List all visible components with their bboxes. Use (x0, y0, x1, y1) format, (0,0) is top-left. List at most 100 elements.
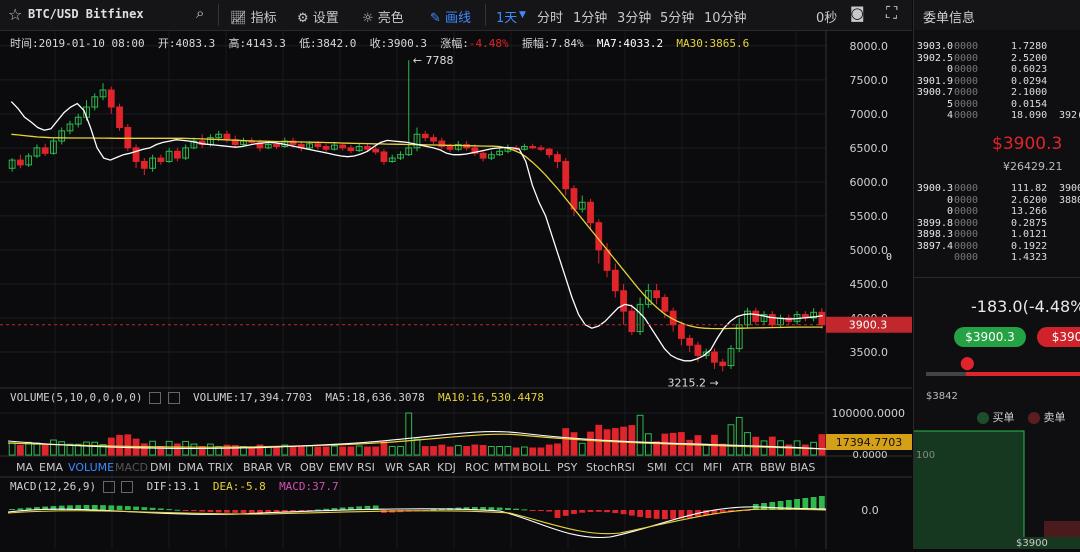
indicator-tab-mfi[interactable]: MFI (703, 461, 723, 474)
macd-histogram-bar (818, 496, 825, 510)
indicator-tab-ma[interactable]: MA (16, 461, 34, 474)
indicator-tab-boll[interactable]: BOLL (522, 461, 551, 474)
candle-body (678, 324, 685, 339)
candle-body (578, 201, 586, 210)
macd-histogram-bar (248, 510, 255, 513)
volume-bar (727, 424, 735, 456)
camera-icon[interactable]: ◙ (850, 4, 865, 22)
candle-body (430, 137, 437, 142)
sell-price-button[interactable]: $390 (1037, 327, 1080, 347)
orderbook-price-tail: 0000 (954, 194, 979, 206)
indicator-tab-bias[interactable]: BIAS (790, 461, 816, 474)
orderbook-price-tail: 0000 (954, 98, 979, 110)
candle-body (471, 147, 479, 154)
macd-histogram-bar (777, 501, 784, 510)
orderbook-price-tail: 0000 (954, 52, 979, 64)
indicator-tab-emv[interactable]: EMV (329, 461, 353, 474)
candlestick-chart[interactable]: 8000.0 7500.0 7000.0 6500.0 6000.0 5500.0 5000… (0, 31, 912, 549)
order-book-title: 委单信息 (923, 11, 976, 26)
indicator-tab-bbw[interactable]: BBW (760, 461, 786, 474)
volume-bar (91, 441, 99, 456)
indicator-tab-dma[interactable]: DMA (178, 461, 204, 474)
orderbook-amount: 2.5200 (1011, 52, 1048, 64)
candle-body (66, 123, 74, 132)
indicator-tab-roc[interactable]: ROC (465, 461, 489, 474)
candle-body (644, 290, 652, 305)
candle-body (330, 144, 338, 150)
interval-1m[interactable]: 1分钟 (573, 11, 608, 26)
indicator-tab-mtm[interactable]: MTM (494, 461, 520, 474)
price-tick-label: 6000.0 (850, 176, 889, 189)
indicator-tab-dmi[interactable]: DMI (150, 461, 172, 474)
candle-body (487, 154, 495, 159)
star-icon[interactable]: ☆ (8, 5, 23, 24)
candle-body (711, 351, 718, 363)
volume-bar (438, 444, 446, 456)
candle-body (322, 146, 330, 150)
volume-axis-bottom: 0.0000 (853, 450, 888, 461)
symbol-title[interactable]: BTC/USD Bitfinex (28, 7, 144, 21)
volume-bar (74, 443, 82, 456)
indicator-tab-stochrsi[interactable]: StochRSI (586, 461, 635, 474)
volume-bar (372, 446, 380, 456)
volume-bar (636, 414, 644, 456)
macd-settings-icon[interactable] (102, 481, 115, 493)
indicator-tab-ema[interactable]: EMA (39, 461, 63, 474)
chevron-down-icon[interactable]: ▼ (519, 10, 526, 20)
indicator-tab-trix[interactable]: TRIX (208, 461, 234, 474)
indicator-tab-sar[interactable]: SAR (408, 461, 431, 474)
macd-histogram-bar (562, 510, 569, 516)
orderbook-amount: 13.266 (1011, 206, 1048, 217)
search-icon[interactable]: ⌕ (196, 4, 205, 22)
volume-bar (248, 447, 256, 456)
candle-body (223, 133, 231, 141)
indicator-tab-rsi[interactable]: RSI (357, 461, 375, 474)
buy-price-button[interactable]: $3900.3 (954, 327, 1026, 347)
settings-small-icon[interactable] (149, 392, 162, 404)
volume-bar (735, 416, 743, 456)
indicator-tab-kdj[interactable]: KDJ (437, 461, 456, 474)
volume-bar (719, 443, 727, 456)
theme-button[interactable]: ☼ 亮色 (362, 11, 404, 26)
indicators-button[interactable]: 📈︎ 指标 (230, 11, 277, 26)
volume-bar (405, 412, 413, 456)
interval-5m[interactable]: 5分钟 (660, 11, 695, 26)
macd-histogram-bar (224, 510, 230, 513)
settings-button[interactable]: ⚙ 设置 (297, 11, 339, 26)
fullscreen-icon[interactable]: ⛶ (886, 3, 898, 22)
indicator-tab-smi[interactable]: SMI (647, 461, 667, 474)
candle-body (694, 344, 702, 356)
draw-button[interactable]: ✎ 画线 (430, 11, 472, 26)
indicator-tab-macd[interactable]: MACD (115, 461, 148, 474)
pen-icon: ✎ (430, 11, 441, 26)
indicator-tab-brar[interactable]: BRAR (243, 461, 273, 474)
orderbook-price-tail: 0000 (954, 229, 979, 240)
orderbook-amount: 0.2875 (1011, 217, 1048, 229)
orderbook-price: 3900.3 (916, 183, 953, 194)
indicator-tab-atr[interactable]: ATR (732, 461, 754, 474)
close-small-icon[interactable] (167, 392, 180, 404)
buy-dot-icon (977, 412, 989, 424)
macd-histogram-bar (703, 510, 710, 516)
chart-area[interactable]: 8000.0 7500.0 7000.0 6500.0 6000.0 5500.0 5000… (0, 31, 912, 549)
candle-body (41, 147, 49, 154)
candle-body (545, 148, 553, 156)
macd-histogram-bar (182, 510, 189, 511)
macd-close-icon[interactable] (121, 481, 134, 493)
interval-1d[interactable]: 1天 (496, 11, 518, 26)
interval-10m[interactable]: 10分钟 (704, 11, 747, 26)
indicator-tab-wr[interactable]: WR (385, 461, 404, 474)
info-low: 低:3842.0 (299, 37, 357, 50)
macd-histogram-bar (488, 507, 495, 510)
indicator-tab-volume[interactable]: VOLUME (68, 461, 115, 474)
indicator-tab-obv[interactable]: OBV (300, 461, 324, 474)
candle-body (397, 154, 404, 159)
indicator-tab-cci[interactable]: CCI (675, 461, 694, 474)
orderbook-price: 3902.5 (916, 52, 953, 64)
interval-timeline[interactable]: 分时 (537, 11, 564, 26)
interval-3m[interactable]: 3分钟 (617, 11, 652, 26)
indicator-tab-vr[interactable]: VR (277, 461, 293, 474)
volume-bar (256, 444, 264, 456)
orderbook-price: 0 (946, 206, 953, 217)
indicator-tab-psy[interactable]: PSY (557, 461, 578, 474)
